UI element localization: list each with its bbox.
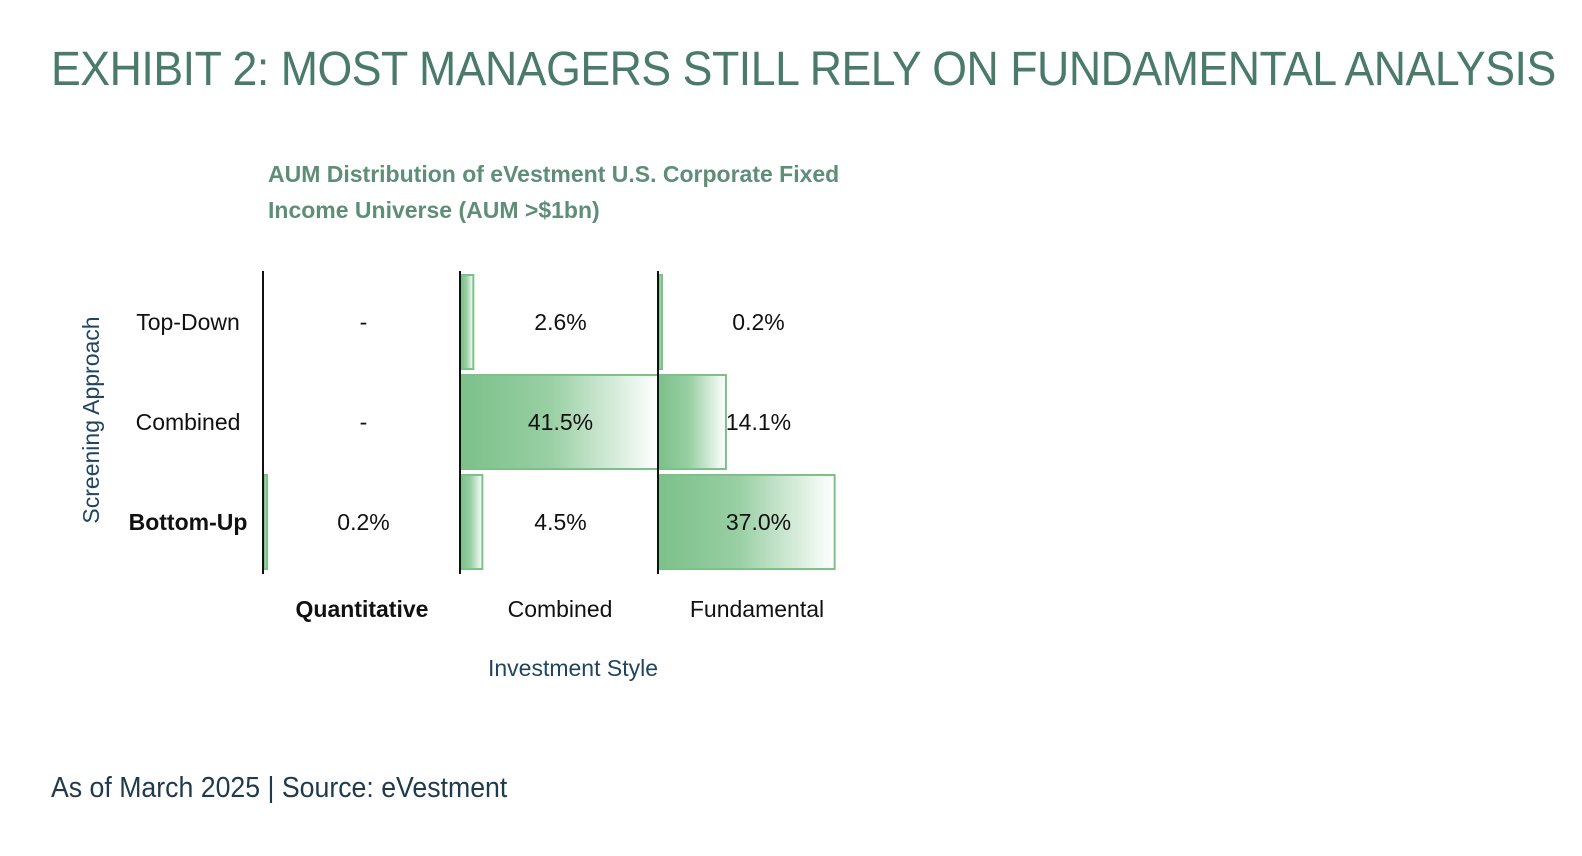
- column-label-combined: Combined: [508, 596, 613, 622]
- value-label-cell-bottom-up-fundamental: 37.0%: [726, 509, 791, 535]
- value-label-cell-combined-combined: 41.5%: [528, 409, 593, 435]
- bar-cell-bottom-up-combined: [460, 474, 484, 570]
- x-axis-label: Investment Style: [488, 655, 658, 681]
- value-label-cell-top-down-quantitative: -: [360, 309, 368, 335]
- y-axis-label: Screening Approach: [78, 316, 104, 523]
- value-label-cell-top-down-combined: 2.6%: [534, 309, 586, 335]
- value-label-cell-bottom-up-quantitative: 0.2%: [337, 509, 389, 535]
- value-label-cell-combined-fundamental: 14.1%: [726, 409, 791, 435]
- column-label-quantitative: Quantitative: [296, 596, 429, 622]
- row-label-combined: Combined: [136, 409, 241, 435]
- source-note: As of March 2025 | Source: eVestment: [51, 772, 508, 804]
- bar-cell-bottom-up-quantitative: [263, 474, 268, 570]
- column-label-fundamental: Fundamental: [690, 596, 824, 622]
- bar-cell-combined-fundamental: [658, 374, 727, 470]
- value-labels: - 2.6% 0.2% - 41.5% 14.1% 0.2% 4.5% 37.0%: [337, 309, 791, 535]
- bar-cell-top-down-fundamental: [658, 274, 663, 370]
- value-label-cell-combined-quantitative: -: [360, 409, 368, 435]
- chart-subtitle-line-2: Income Universe (AUM >$1bn): [268, 197, 600, 223]
- bar-cell-top-down-combined: [460, 274, 475, 370]
- value-label-cell-bottom-up-combined: 4.5%: [534, 509, 586, 535]
- row-label-bottom-up: Bottom-Up: [129, 509, 248, 535]
- value-label-cell-top-down-fundamental: 0.2%: [732, 309, 784, 335]
- page-title: EXHIBIT 2: MOST MANAGERS STILL RELY ON F…: [51, 43, 1556, 96]
- column-axis-lines: [262, 271, 659, 574]
- bar-cell-bottom-up-fundamental: [658, 474, 836, 570]
- row-label-top-down: Top-Down: [136, 309, 240, 335]
- chart-subtitle-line-1: AUM Distribution of eVestment U.S. Corpo…: [268, 161, 839, 187]
